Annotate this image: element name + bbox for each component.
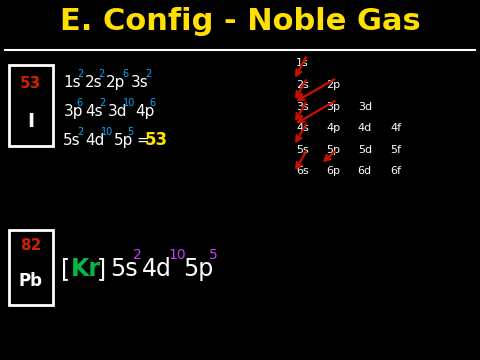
Text: 4s: 4s: [296, 123, 309, 133]
Text: 10: 10: [168, 248, 186, 262]
Text: 2: 2: [99, 98, 105, 108]
Text: 6: 6: [122, 69, 128, 79]
Text: Pb: Pb: [19, 272, 43, 290]
Text: 5f: 5f: [391, 145, 401, 155]
Text: I: I: [27, 112, 34, 131]
Text: 4p: 4p: [135, 104, 155, 119]
Text: 5p: 5p: [326, 145, 341, 155]
Text: 5s: 5s: [296, 145, 309, 155]
Text: 2: 2: [133, 248, 142, 262]
Text: 3d: 3d: [358, 102, 372, 112]
Text: 3s: 3s: [296, 102, 309, 112]
Text: 2: 2: [98, 69, 105, 79]
Text: 2: 2: [77, 69, 83, 79]
Text: Kr: Kr: [71, 257, 101, 281]
Text: 5: 5: [209, 248, 217, 262]
Text: 5p: 5p: [183, 257, 214, 281]
Text: 10: 10: [123, 98, 135, 108]
Text: 2p: 2p: [106, 75, 125, 90]
Text: 53: 53: [20, 77, 41, 91]
Bar: [9, 230, 53, 305]
Text: 6: 6: [77, 98, 83, 108]
Text: 4s: 4s: [85, 104, 103, 119]
Text: =: =: [136, 132, 149, 148]
Text: E. Config - Noble Gas: E. Config - Noble Gas: [60, 7, 420, 36]
Text: 6f: 6f: [391, 166, 401, 176]
Text: ]: ]: [97, 257, 106, 281]
Text: 2: 2: [77, 126, 83, 136]
Text: 6d: 6d: [358, 166, 372, 176]
Text: 5d: 5d: [358, 145, 372, 155]
Bar: [9, 65, 53, 147]
Text: 4f: 4f: [390, 123, 402, 133]
Text: 82: 82: [20, 238, 41, 253]
Text: 5p: 5p: [114, 132, 133, 148]
Text: 2p: 2p: [326, 80, 341, 90]
Text: 1s: 1s: [63, 75, 81, 90]
Text: 3s: 3s: [131, 75, 148, 90]
Text: 10: 10: [101, 126, 113, 136]
Text: 5s: 5s: [110, 257, 138, 281]
Text: 3p: 3p: [63, 104, 83, 119]
Text: 53: 53: [145, 131, 168, 149]
Text: 2s: 2s: [296, 80, 309, 90]
Text: 6s: 6s: [296, 166, 309, 176]
Text: 4d: 4d: [142, 257, 171, 281]
Text: 5: 5: [128, 126, 134, 136]
Text: 4p: 4p: [326, 123, 341, 133]
Text: 3p: 3p: [326, 102, 341, 112]
Text: 4d: 4d: [358, 123, 372, 133]
Text: 6: 6: [149, 98, 156, 108]
Text: 4d: 4d: [85, 132, 105, 148]
Text: 3d: 3d: [108, 104, 127, 119]
Text: 1s: 1s: [296, 58, 309, 68]
Text: 2s: 2s: [84, 75, 102, 90]
Text: [: [: [61, 257, 71, 281]
Text: 2: 2: [145, 69, 151, 79]
Text: 5s: 5s: [63, 132, 81, 148]
Text: 6p: 6p: [326, 166, 341, 176]
